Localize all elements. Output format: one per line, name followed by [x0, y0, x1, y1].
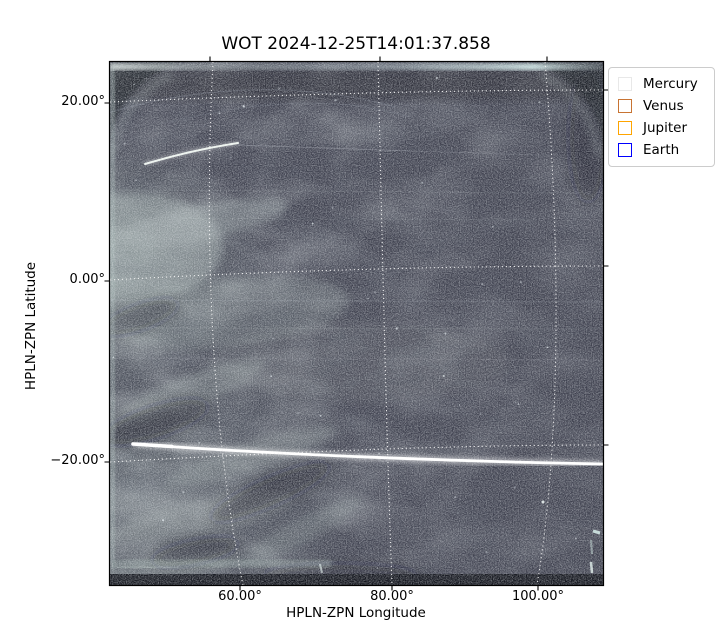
grid-lon-60 — [208, 62, 244, 585]
legend-entry-label: Venus — [643, 98, 684, 114]
legend-swatch-jupiter — [618, 121, 632, 135]
y-tick-label: −20.00° — [50, 453, 105, 468]
x-tick-label: 100.00° — [512, 589, 564, 604]
grid-lon-80 — [377, 62, 393, 585]
legend: Mercury Venus Jupiter Earth — [608, 67, 715, 167]
axis-ticks — [104, 56, 609, 591]
legend-swatch-mercury — [618, 77, 632, 91]
y-tick-label: 0.00° — [69, 272, 105, 287]
star-field — [112, 77, 577, 569]
coordinate-grid — [110, 62, 603, 585]
legend-entry-label: Earth — [643, 142, 680, 158]
x-axis-label: HPLN-ZPN Longitude — [286, 605, 426, 621]
legend-entry-earth: Earth — [618, 139, 708, 161]
legend-entry-label: Jupiter — [643, 120, 688, 136]
legend-swatch-venus — [618, 99, 632, 113]
x-tick-label: 60.00° — [218, 589, 262, 604]
legend-entry-label: Mercury — [643, 76, 698, 92]
legend-entry-jupiter: Jupiter — [618, 117, 708, 139]
grid-lon-100 — [536, 62, 557, 585]
legend-entry-venus: Venus — [618, 95, 708, 117]
legend-swatch-earth — [618, 143, 632, 157]
y-tick-label: 20.00° — [61, 94, 105, 109]
x-tick-label: 80.00° — [370, 589, 414, 604]
plot-title: WOT 2024-12-25T14:01:37.858 — [221, 34, 491, 54]
axes-spine — [108, 60, 605, 587]
legend-entry-mercury: Mercury — [618, 73, 708, 95]
sky-image — [110, 62, 603, 585]
